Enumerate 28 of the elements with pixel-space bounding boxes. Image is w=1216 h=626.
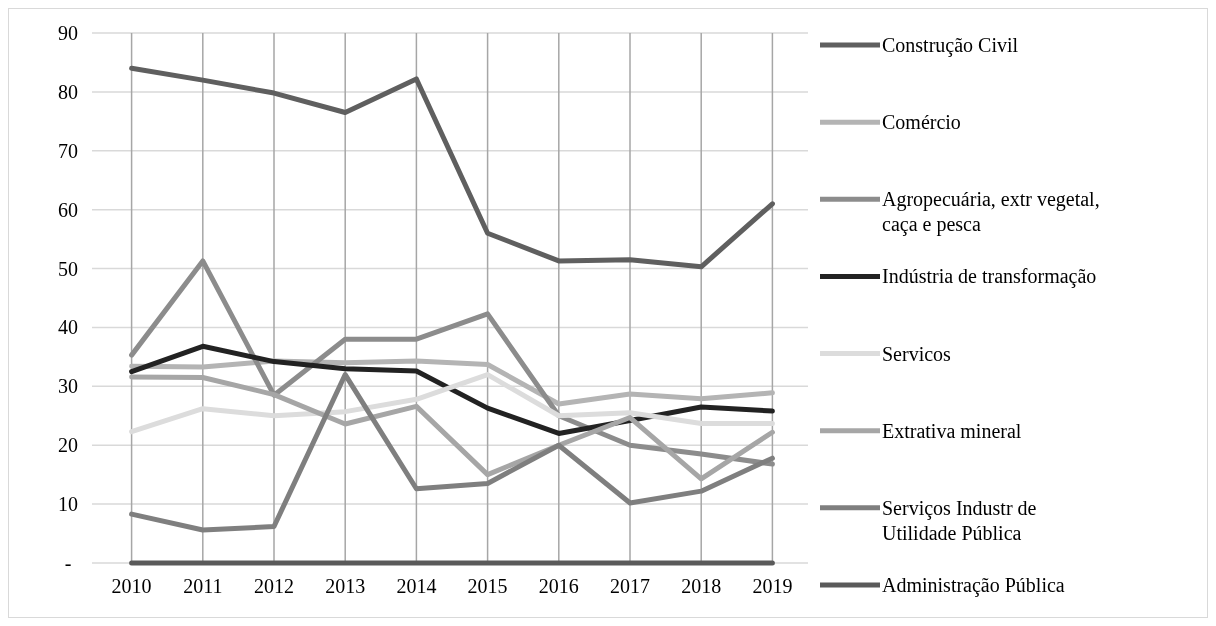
legend-label: Administração Pública bbox=[882, 574, 1065, 597]
x-tick-label: 2012 bbox=[254, 575, 294, 597]
x-tick-label: 2018 bbox=[681, 575, 722, 597]
legend-label: Indústria de transformação bbox=[882, 265, 1097, 289]
legend-label: Construção Civil bbox=[882, 34, 1019, 57]
y-tick-label: 40 bbox=[58, 316, 78, 339]
legend-label: Comércio bbox=[882, 111, 961, 134]
x-tick-label: 2011 bbox=[183, 575, 223, 597]
y-tick-label: 30 bbox=[58, 375, 78, 398]
legend-label: Agropecuária, extr vegetal, caça e pesca bbox=[882, 188, 1100, 237]
x-tick-label: 2017 bbox=[610, 575, 650, 597]
x-tick-label: 2019 bbox=[752, 575, 793, 597]
y-tick-label: 60 bbox=[58, 198, 78, 221]
y-tick-label: 10 bbox=[58, 493, 78, 516]
y-tick-label: 50 bbox=[58, 257, 78, 280]
y-tick-label: 70 bbox=[58, 139, 78, 162]
x-tick-label: 2015 bbox=[467, 575, 508, 597]
x-tick-label: 2014 bbox=[396, 575, 437, 597]
legend-label: Servicos bbox=[882, 342, 952, 365]
x-tick-label: 2013 bbox=[325, 575, 366, 597]
y-tick-label: 20 bbox=[58, 434, 78, 457]
x-tick-label: 2010 bbox=[111, 575, 152, 597]
y-tick-label: 90 bbox=[58, 22, 78, 44]
y-tick-label: 80 bbox=[58, 80, 78, 103]
legend-label: Serviços Industr de Utilidade Pública bbox=[882, 496, 1037, 544]
legend-label: Extrativa mineral bbox=[882, 419, 1022, 442]
y-tick-label: - bbox=[64, 552, 72, 574]
x-tick-label: 2016 bbox=[538, 575, 579, 597]
